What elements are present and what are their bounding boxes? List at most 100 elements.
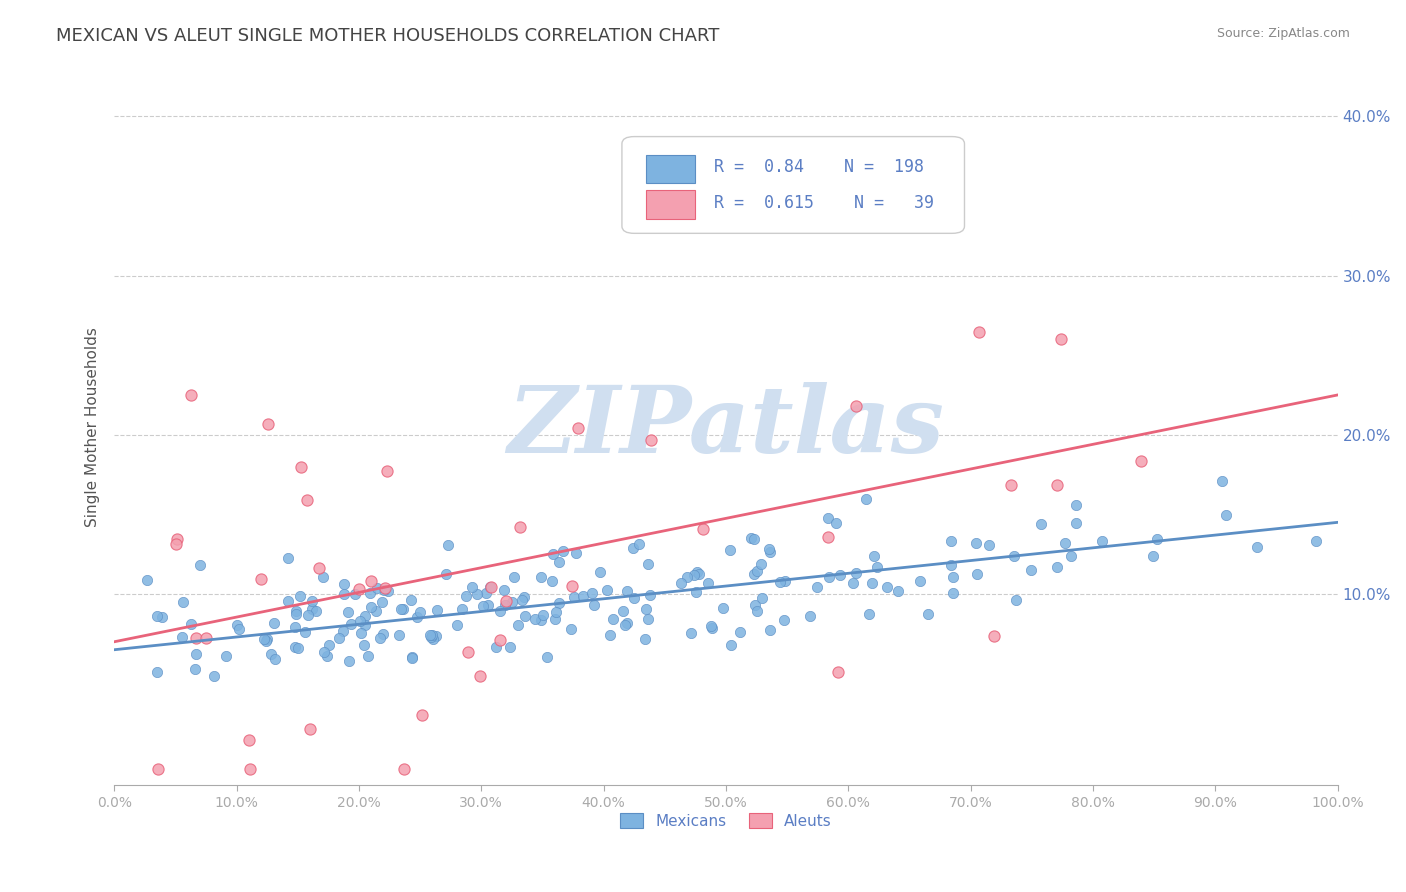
Point xyxy=(359,585,381,599)
Point xyxy=(742,566,765,581)
Point xyxy=(450,601,472,615)
Point xyxy=(146,665,169,679)
Point xyxy=(277,551,299,566)
Point xyxy=(1049,332,1071,346)
Point xyxy=(373,627,395,641)
Point xyxy=(250,572,273,586)
Point xyxy=(876,580,898,594)
Point xyxy=(411,707,433,722)
Point xyxy=(616,615,638,630)
Point xyxy=(628,537,651,551)
Point xyxy=(1064,516,1087,530)
Point xyxy=(375,464,398,478)
Point xyxy=(399,592,422,607)
Point xyxy=(239,762,262,776)
Point xyxy=(621,541,644,555)
Point xyxy=(720,638,742,652)
Point xyxy=(966,566,988,581)
Point xyxy=(308,561,330,575)
Point xyxy=(596,582,619,597)
Point xyxy=(1246,541,1268,555)
Point xyxy=(419,630,441,644)
Point xyxy=(184,631,207,645)
Point xyxy=(531,608,554,623)
Point xyxy=(180,616,202,631)
Point xyxy=(506,618,529,632)
Point xyxy=(434,567,457,582)
Text: R =  0.84    N =  198: R = 0.84 N = 198 xyxy=(714,159,924,177)
Point xyxy=(373,582,395,597)
Point xyxy=(479,580,502,594)
Point xyxy=(513,590,536,604)
Point xyxy=(349,582,371,596)
Point xyxy=(773,574,796,588)
Point xyxy=(465,587,488,601)
Point xyxy=(711,601,734,615)
Point xyxy=(567,421,589,435)
Point xyxy=(1053,535,1076,549)
Point xyxy=(530,613,553,627)
Point xyxy=(1060,549,1083,564)
Point xyxy=(297,493,319,508)
Point xyxy=(543,613,565,627)
Point xyxy=(475,586,498,600)
Legend: Mexicans, Aleuts: Mexicans, Aleuts xyxy=(614,806,838,835)
Point xyxy=(360,599,382,614)
Point xyxy=(284,640,307,654)
Point xyxy=(332,624,354,639)
Point xyxy=(544,605,567,619)
Point xyxy=(1130,454,1153,468)
Point xyxy=(747,604,769,618)
Point xyxy=(288,590,311,604)
Point xyxy=(740,531,762,545)
Point xyxy=(477,598,499,612)
Point xyxy=(150,610,173,624)
Point xyxy=(939,558,962,573)
Point xyxy=(510,593,533,607)
Point xyxy=(337,605,360,619)
Point xyxy=(614,618,637,632)
Point xyxy=(1002,549,1025,563)
Point xyxy=(530,570,553,584)
Point xyxy=(728,625,751,640)
Point xyxy=(845,399,868,413)
Point xyxy=(420,627,443,641)
Point xyxy=(541,574,564,588)
Point xyxy=(1142,549,1164,564)
Point xyxy=(456,589,478,603)
Point xyxy=(446,618,468,632)
Point xyxy=(917,607,939,621)
Point xyxy=(287,641,309,656)
Point xyxy=(374,581,396,595)
Point xyxy=(419,628,441,642)
Point xyxy=(148,762,170,776)
Point xyxy=(688,566,710,581)
Point xyxy=(318,638,340,652)
Point xyxy=(565,546,588,560)
Point xyxy=(536,650,558,665)
Point xyxy=(830,567,852,582)
Point xyxy=(700,621,723,635)
Point xyxy=(228,622,250,636)
Point xyxy=(472,599,495,613)
Point xyxy=(858,607,880,621)
Point xyxy=(316,648,339,663)
Point xyxy=(855,492,877,507)
Text: MEXICAN VS ALEUT SINGLE MOTHER HOUSEHOLDS CORRELATION CHART: MEXICAN VS ALEUT SINGLE MOTHER HOUSEHOLD… xyxy=(56,27,720,45)
Point xyxy=(371,595,394,609)
Point xyxy=(1005,593,1028,607)
Point xyxy=(297,608,319,623)
Point xyxy=(638,588,661,602)
Point xyxy=(685,565,707,579)
Point xyxy=(977,538,1000,552)
Point xyxy=(1211,475,1233,489)
Point xyxy=(339,617,361,632)
Point xyxy=(312,569,335,583)
Point xyxy=(561,579,583,593)
Point xyxy=(389,602,412,616)
Point xyxy=(751,591,773,606)
Point xyxy=(366,582,388,596)
Point xyxy=(562,590,585,604)
FancyBboxPatch shape xyxy=(647,190,696,219)
Point xyxy=(284,607,307,621)
